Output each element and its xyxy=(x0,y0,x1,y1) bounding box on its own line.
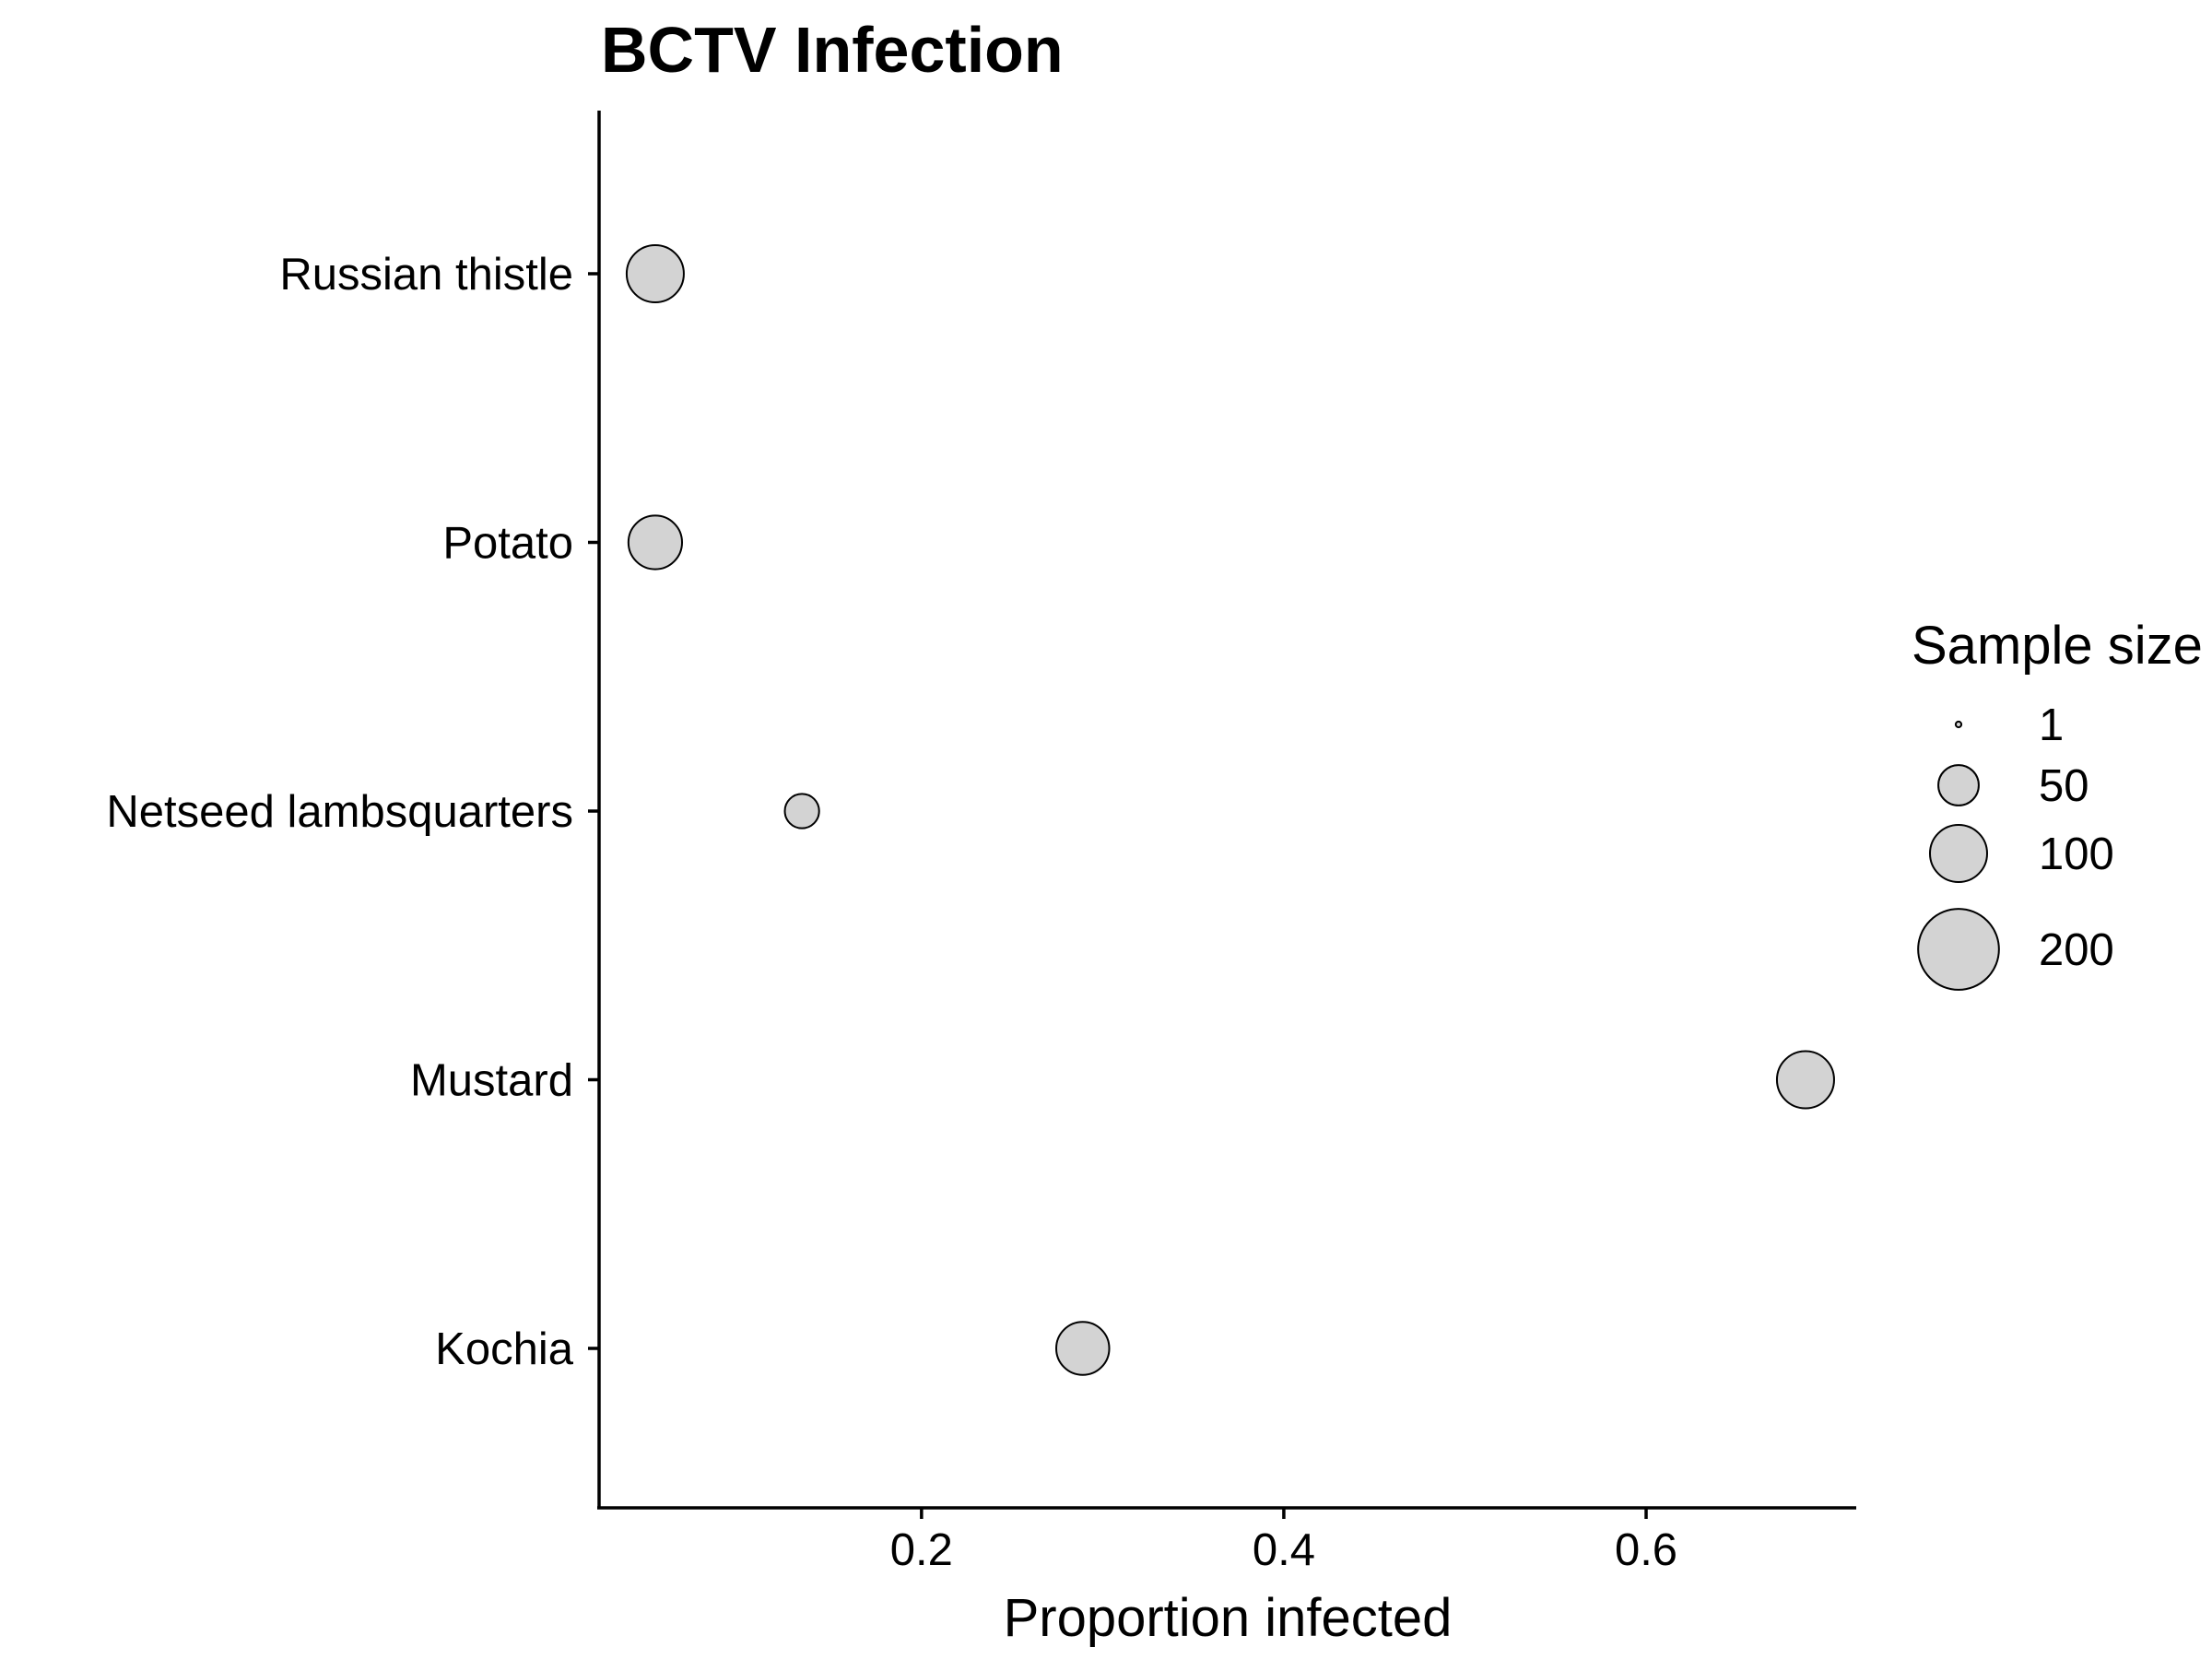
legend-key-100 xyxy=(1929,824,1988,883)
data-points xyxy=(625,244,1835,1376)
legend-label-1: 1 xyxy=(2039,700,2064,750)
y-tick-label-potato: Potato xyxy=(442,519,573,569)
legend-label-200: 200 xyxy=(2039,925,2114,975)
y-axis-ticks: Russian thistle Potato Netseed lambsquarte… xyxy=(106,250,599,1374)
x-tick-label: 0.2 xyxy=(890,1525,953,1575)
x-tick-label: 0.4 xyxy=(1253,1525,1315,1575)
chart-title: BCTV Infection xyxy=(601,14,1064,86)
size-legend: Sample size 1 50 100 200 xyxy=(1912,616,2203,991)
x-axis-title: Proportion infected xyxy=(1004,1588,1453,1648)
legend-entries: 1 50 100 200 xyxy=(1917,700,2114,991)
x-tick-label: 0.6 xyxy=(1615,1525,1677,1575)
legend-title: Sample size xyxy=(1912,616,2203,676)
y-tick-label-kochia: Kochia xyxy=(435,1324,574,1374)
legend-key-1 xyxy=(1954,720,1963,729)
legend-label-100: 100 xyxy=(2039,830,2114,879)
legend-key-50 xyxy=(1937,764,1980,806)
point-netseed-lambsquarters xyxy=(783,793,820,830)
point-kochia xyxy=(1055,1321,1111,1376)
y-tick-label-russian-thistle: Russian thistle xyxy=(279,250,573,300)
legend-key-200 xyxy=(1917,908,2000,991)
plot-area: Russian thistle Potato Netseed lambsquarte… xyxy=(106,111,1856,1575)
point-potato xyxy=(627,514,684,571)
point-mustard xyxy=(1775,1050,1835,1110)
legend-label-50: 50 xyxy=(2039,761,2089,811)
y-tick-label-mustard: Mustard xyxy=(410,1056,573,1106)
point-russian-thistle xyxy=(625,244,685,303)
x-axis-ticks: 0.2 0.4 0.6 xyxy=(890,1508,1677,1575)
y-tick-label-netseed-lambsquarters: Netseed lambsquarters xyxy=(106,787,573,837)
